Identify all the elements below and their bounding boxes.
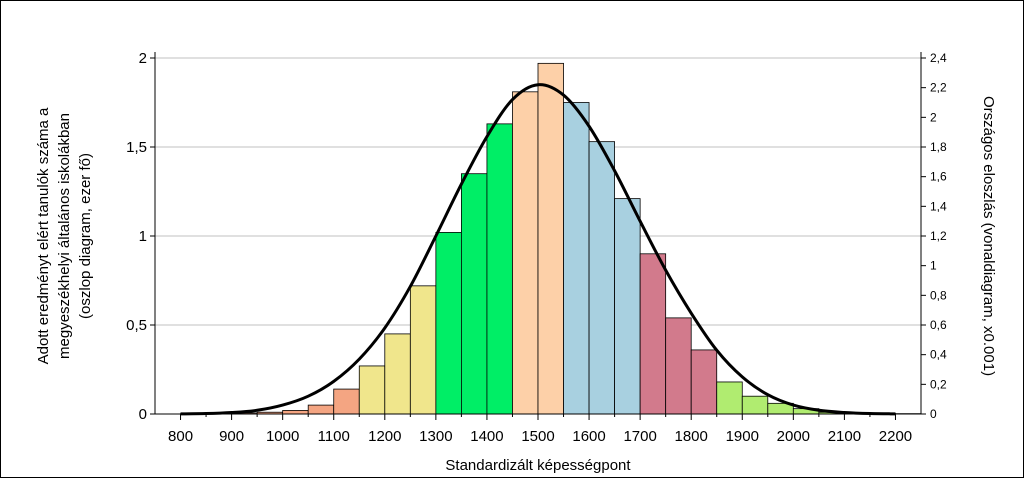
y2-tick-label: 0,2 — [930, 377, 947, 391]
x-tick-label: 1000 — [266, 428, 299, 445]
y-tick-label: 1 — [139, 228, 147, 245]
x-tick-label: 800 — [168, 428, 193, 445]
x-tick-label: 2000 — [777, 428, 810, 445]
bar — [563, 102, 590, 415]
y2-axis-label: Országos eloszlás (vonaldiagram, x0.001) — [980, 96, 997, 376]
y2-tick-label: 2 — [930, 110, 937, 124]
bar — [639, 253, 667, 415]
distribution-line — [180, 83, 896, 416]
axes: 0 0,5 1 1,5 2 0 0,2 0,4 0,6 0,8 1 1,2 1,4 1,6 1,8 2 2,2 2… — [126, 50, 947, 445]
x-tick-label: 1900 — [726, 428, 759, 445]
bar — [486, 123, 513, 415]
x-tick-label: 1100 — [318, 428, 350, 445]
x-tick-label: 1200 — [368, 428, 401, 445]
y2-tick-label: 1,2 — [930, 229, 947, 243]
bar — [537, 62, 564, 415]
y-tick-label: 2 — [139, 50, 147, 67]
x-tick-label: 1800 — [675, 428, 708, 445]
x-tick-label: 2200 — [879, 428, 912, 445]
bar — [588, 141, 615, 415]
bar — [358, 365, 386, 415]
x-tick-label: 1500 — [521, 428, 554, 445]
y-tick-label: 0,5 — [126, 317, 147, 334]
x-tick-label: 1700 — [623, 428, 656, 445]
bar — [282, 410, 309, 415]
y-axis-label-line: Adott eredményt elért tanulók száma a — [35, 107, 52, 364]
y-axis-label-line: (oszlop diagram, ezer fő) — [77, 153, 94, 319]
y2-tick-label: 0,8 — [930, 288, 947, 302]
bar — [307, 404, 335, 415]
y-axis-label-line: megyeszékhelyi általános iskolákban — [56, 113, 73, 359]
bar — [716, 381, 743, 415]
y2-tick-label: 2,2 — [930, 81, 947, 95]
bar — [460, 173, 488, 415]
bar — [741, 395, 769, 415]
y2-tick-label: 2,4 — [930, 51, 947, 65]
bar — [665, 317, 692, 415]
bar — [614, 198, 641, 415]
x-tick-label: 1400 — [470, 428, 503, 445]
x-tick-label: 1600 — [572, 428, 605, 445]
bar — [333, 388, 360, 415]
x-axis-label: Standardizált képességpont — [445, 457, 631, 474]
y-tick-label: 1,5 — [126, 139, 147, 156]
y2-tick-label: 1 — [930, 259, 937, 273]
bar — [435, 232, 462, 415]
x-tick-label: 900 — [219, 428, 244, 445]
y2-tick-label: 1,4 — [930, 199, 947, 213]
y2-tick-label: 1,8 — [930, 140, 947, 154]
x-tick-label: 1300 — [419, 428, 452, 445]
distribution-curve — [180, 83, 896, 416]
y2-tick-label: 0,6 — [930, 318, 947, 332]
bar — [690, 349, 718, 415]
bars — [180, 62, 922, 415]
y-tick-label: 0 — [139, 406, 147, 423]
axis-labels: Standardizált képességpont Adott eredmény… — [35, 96, 997, 474]
bar — [512, 91, 539, 415]
y2-tick-label: 0 — [930, 407, 937, 421]
y-axis-label: Adott eredményt elért tanulók száma a meg… — [35, 107, 94, 364]
x-tick-label: 2100 — [828, 428, 861, 445]
y2-tick-label: 1,6 — [930, 170, 947, 184]
bar — [384, 333, 411, 415]
y2-tick-label: 0,4 — [930, 348, 947, 362]
bar — [409, 285, 437, 415]
